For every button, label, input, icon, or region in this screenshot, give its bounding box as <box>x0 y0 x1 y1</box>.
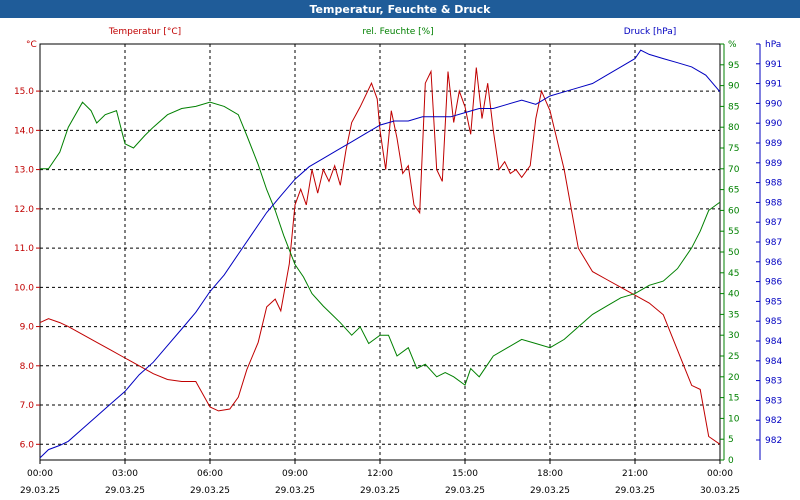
chart-title: Temperatur, Feuchte & Druck <box>309 2 491 16</box>
x-tick-label-time: 09:00 <box>282 469 308 479</box>
series <box>39 49 721 459</box>
pressure-tick-label: 986 <box>765 258 782 268</box>
x-tick-label-date: 29.03.25 <box>615 486 655 496</box>
temperature-unit-label: °C <box>26 40 37 50</box>
temperature-tick-label: 13.0 <box>14 166 34 176</box>
x-tick-label-date: 29.03.25 <box>275 486 315 496</box>
humidity-tick-label: 95 <box>728 61 739 71</box>
humidity-tick-label: 60 <box>728 206 740 216</box>
temperature-tick-label: 12.0 <box>14 205 34 215</box>
temperature-tick-label: 6.0 <box>20 440 35 450</box>
humidity-tick-label: % <box>728 40 737 50</box>
pressure-tick-label: 983 <box>765 377 782 387</box>
x-tick-label-time: 18:00 <box>537 469 563 479</box>
x-tick-label-time: 00:00 <box>707 469 733 479</box>
pressure-tick-label: 984 <box>765 357 782 367</box>
temperature-tick-label: 10.0 <box>14 283 34 293</box>
legend-humidity: rel. Feuchte [%] <box>362 27 433 37</box>
pressure-tick-label: 986 <box>765 278 782 288</box>
x-tick-label-time: 12:00 <box>367 469 393 479</box>
temperature-tick-label: 11.0 <box>14 244 34 254</box>
humidity-tick-label: 20 <box>728 373 740 383</box>
pressure-tick-label: 988 <box>765 198 782 208</box>
legend-temperature: Temperatur [°C] <box>108 27 181 37</box>
x-tick-label-date: 29.03.25 <box>190 486 230 496</box>
x-tick-label-date: 29.03.25 <box>445 486 485 496</box>
pressure-tick-label: 984 <box>765 337 782 347</box>
x-tick-label-date: 29.03.25 <box>105 486 145 496</box>
pressure-tick-label: 982 <box>765 416 782 426</box>
x-tick-label-time: 03:00 <box>112 469 138 479</box>
humidity-tick-label: 5 <box>728 435 734 445</box>
pressure-tick-label: 989 <box>765 159 782 169</box>
temperature-tick-label: 9.0 <box>20 323 35 333</box>
pressure-series-line <box>39 49 721 459</box>
pressure-tick-label: 982 <box>765 436 782 446</box>
pressure-tick-label: 990 <box>765 99 782 109</box>
humidity-tick-label: 10 <box>728 414 740 424</box>
humidity-tick-label: 85 <box>728 102 739 112</box>
pressure-tick-label: 989 <box>765 139 782 149</box>
x-tick-label-time: 00:00 <box>27 469 53 479</box>
pressure-tick-label: 985 <box>765 297 782 307</box>
x-tick-label-date: 29.03.25 <box>360 486 400 496</box>
x-tick-label-time: 15:00 <box>452 469 478 479</box>
humidity-tick-label: 35 <box>728 310 739 320</box>
humidity-tick-label: 50 <box>728 248 740 258</box>
chart-title-bar: Temperatur, Feuchte & Druck <box>0 0 800 18</box>
pressure-tick-label: 983 <box>765 396 782 406</box>
pressure-tick-label: 987 <box>765 238 782 248</box>
temperature-series-line <box>39 67 721 445</box>
temperature-tick-label: 15.0 <box>14 87 34 97</box>
humidity-tick-label: 25 <box>728 352 739 362</box>
humidity-tick-label: 40 <box>728 290 740 300</box>
labels: 00:00 29.03.25 03:00 29.03.25 06:00 29.03.25 0… <box>14 27 782 496</box>
humidity-tick-label: 0 <box>728 456 734 466</box>
temperature-tick-label: 14.0 <box>14 126 34 136</box>
humidity-series-line <box>40 101 721 386</box>
humidity-tick-label: 55 <box>728 227 739 237</box>
x-tick-label-date: 30.03.25 <box>700 486 740 496</box>
pressure-tick-label: hPa <box>765 40 781 50</box>
humidity-tick-label: 30 <box>728 331 740 341</box>
humidity-tick-label: 75 <box>728 144 739 154</box>
humidity-tick-label: 45 <box>728 269 739 279</box>
humidity-tick-label: 65 <box>728 186 739 196</box>
humidity-tick-label: 80 <box>728 123 740 133</box>
pressure-tick-label: 987 <box>765 218 782 228</box>
pressure-tick-label: 991 <box>765 80 782 90</box>
x-tick-label-date: 29.03.25 <box>20 486 60 496</box>
x-tick-label-date: 29.03.25 <box>530 486 570 496</box>
legend-pressure: Druck [hPa] <box>624 27 677 37</box>
pressure-tick-label: 985 <box>765 317 782 327</box>
x-tick-label-time: 06:00 <box>197 469 223 479</box>
x-tick-label-time: 21:00 <box>622 469 648 479</box>
axes <box>36 43 761 464</box>
pressure-tick-label: 990 <box>765 119 782 129</box>
humidity-tick-label: 90 <box>728 82 740 92</box>
pressure-tick-label: 988 <box>765 179 782 189</box>
grid <box>40 44 720 460</box>
humidity-tick-label: 15 <box>728 394 739 404</box>
temperature-tick-label: 7.0 <box>20 401 35 411</box>
temperature-tick-label: 8.0 <box>20 362 35 372</box>
pressure-tick-label: 991 <box>765 60 782 70</box>
humidity-tick-label: 70 <box>728 165 740 175</box>
